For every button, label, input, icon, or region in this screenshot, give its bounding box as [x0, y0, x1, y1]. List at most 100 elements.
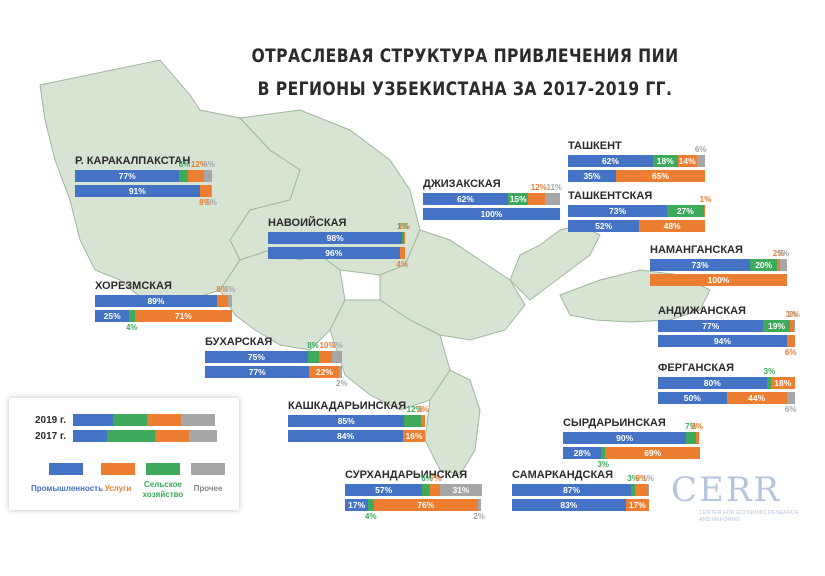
segment-agriculture — [368, 499, 374, 511]
segment-value-label-outside: 2% — [772, 249, 785, 258]
segment-value-label-outside: 2% — [473, 512, 485, 521]
segment-value-label-outside: 3% — [223, 285, 236, 294]
segment-value-label: 18% — [774, 378, 792, 388]
segment-value-label-outside: 1% — [642, 474, 654, 483]
legend-row-2019-label: 2019 г. — [35, 415, 66, 426]
segment-agriculture: 18% — [652, 155, 678, 167]
legend-label-agriculture: Сельское хозяйство — [142, 480, 184, 499]
segment-value-label-outside: 1% — [788, 310, 800, 319]
segment-value-label-outside: 4% — [365, 512, 377, 521]
legend-2019-other — [181, 414, 215, 426]
segment-value-label-outside: 4% — [396, 260, 408, 269]
legend-label-other: Прочее — [193, 484, 223, 493]
segment-agriculture — [601, 447, 606, 459]
segment-value-label-outside: 10% — [319, 341, 336, 350]
segment-value-label: 22% — [315, 367, 333, 377]
segment-value-label-outside: 6% — [178, 160, 191, 169]
segment-value-label: 76% — [417, 500, 435, 510]
segment-value-label-outside: 12% — [406, 405, 423, 414]
segment-value-label: 57% — [375, 485, 393, 495]
bar-2017: 94% — [658, 335, 795, 347]
segment-value-label-outside: 2% — [336, 379, 348, 388]
region-label: ХОРЕЗМСКАЯ — [95, 280, 172, 292]
segment-value-label: 15% — [509, 194, 527, 204]
region-label: АНДИЖАНСКАЯ — [658, 305, 746, 317]
region-label: ФЕРГАНСКАЯ — [658, 362, 735, 374]
segment-agriculture: 20% — [750, 259, 778, 271]
segment-value-label: 17% — [348, 500, 366, 510]
legend-2017-services — [155, 430, 189, 442]
legend-2019-agriculture — [113, 414, 147, 426]
segment-value-label: 87% — [563, 485, 581, 495]
segment-agriculture — [631, 484, 636, 496]
segment-value-label: 77% — [248, 367, 266, 377]
segment-value-label: 62% — [601, 156, 619, 166]
legend-swatch-other — [191, 463, 225, 475]
region-label: КАШКАДАРЬИНСКАЯ — [288, 400, 407, 412]
segment-agriculture — [422, 484, 431, 496]
map-regions — [39, 59, 711, 476]
bar-2017: 100% — [650, 274, 787, 286]
segment-value-label-outside: 3% — [416, 405, 429, 414]
segment-industry: 96% — [268, 247, 400, 259]
segment-value-label: 77% — [702, 321, 720, 331]
segment-agriculture — [129, 310, 135, 322]
bar-2019: 87% — [512, 484, 649, 496]
bar-2017: 35% 65% — [568, 170, 705, 182]
segment-services: 69% — [605, 447, 700, 459]
region-label: БУХАРСКАЯ — [205, 336, 273, 348]
legend-2017-industry — [73, 430, 107, 442]
segment-other — [786, 392, 795, 404]
bar-2017: 96% — [268, 247, 405, 259]
segment-industry: 100% — [423, 208, 560, 220]
segment-value-label-outside: 1% — [396, 222, 409, 231]
segment-agriculture: 19% — [763, 320, 790, 332]
region-label: ТАШКЕНТ — [568, 140, 622, 152]
segment-value-label: 65% — [651, 171, 669, 181]
legend-2019-industry — [73, 414, 113, 426]
segment-industry: 87% — [512, 484, 632, 496]
bar-2017: 100% — [423, 208, 560, 220]
segment-value-label: 69% — [644, 448, 662, 458]
segment-services: 71% — [134, 310, 232, 322]
segment-industry: 73% — [568, 205, 668, 217]
bar-2017: 17% 76% — [345, 499, 482, 511]
segment-agriculture: 27% — [667, 205, 704, 217]
segment-value-label: 20% — [755, 260, 773, 270]
segment-services: 22% — [309, 366, 340, 378]
segment-value-label-outside: 1% — [699, 195, 712, 204]
region-label: НАМАНГАНСКАЯ — [650, 244, 743, 256]
segment-industry: 91% — [75, 185, 200, 197]
bar-2019: 80% 18% — [658, 377, 795, 389]
segment-value-label-outside: 3% — [597, 460, 609, 469]
segment-value-label: 48% — [663, 221, 681, 231]
segment-agriculture — [686, 432, 696, 444]
legend-2019-services — [147, 414, 181, 426]
segment-value-label: 52% — [595, 221, 613, 231]
segment-industry: 25% — [95, 310, 130, 322]
segment-services — [528, 193, 545, 205]
region-label: Р. КАРАКАЛПАКСТАН — [75, 155, 191, 167]
title-line-2: В РЕГИОНЫ УЗБЕКИСТАНА ЗА 2017-2019 ГГ. — [257, 78, 673, 100]
segment-industry: 89% — [95, 295, 217, 307]
segment-agriculture — [307, 351, 319, 363]
segment-value-label: 19% — [767, 321, 785, 331]
segment-value-label-outside: 3% — [627, 474, 639, 483]
bar-2017: 25% 71% — [95, 310, 232, 322]
legend-2017-agriculture — [107, 430, 155, 442]
bar-2017: 83% 17% — [512, 499, 649, 511]
segment-services — [199, 185, 211, 197]
segment-value-label: 85% — [337, 416, 355, 426]
segment-value-label: 75% — [247, 352, 265, 362]
segment-services — [420, 415, 425, 427]
segment-value-label: 71% — [174, 311, 192, 321]
segment-value-label: 28% — [573, 448, 591, 458]
segment-industry: 77% — [205, 366, 310, 378]
segment-services: 48% — [639, 220, 705, 232]
segment-services — [695, 432, 699, 444]
region-label: СЫРДАРЬИНСКАЯ — [563, 417, 666, 429]
title-line-1: ОТРАСЛЕВАЯ СТРУКТУРА ПРИВЛЕЧЕНИЯ ПИИ — [251, 45, 679, 67]
segment-industry: 62% — [423, 193, 508, 205]
segment-other — [793, 320, 795, 332]
